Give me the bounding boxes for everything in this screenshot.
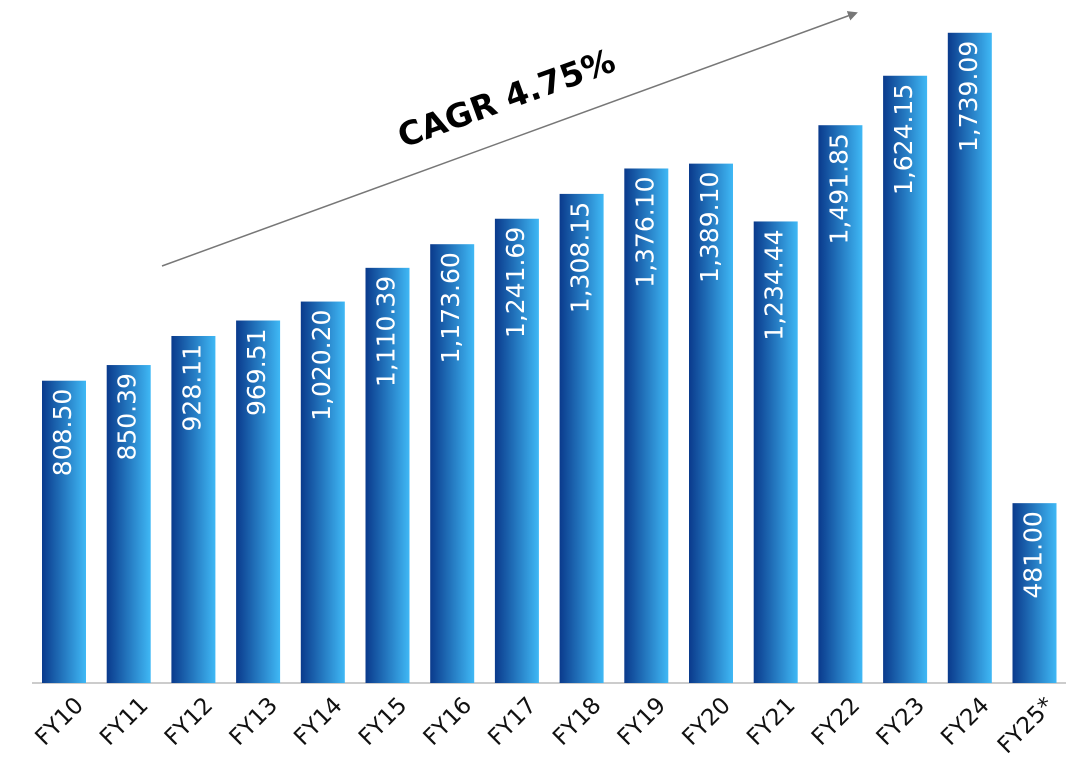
bar	[494, 218, 539, 683]
x-tick-label: FY11	[95, 692, 153, 750]
x-tick-label: FY21	[742, 692, 800, 750]
x-tick-label: FY20	[677, 692, 735, 750]
bar	[947, 32, 992, 684]
x-tick-label: FY25*	[993, 692, 1060, 759]
bar	[883, 75, 928, 684]
value-label: 1,376.10	[630, 176, 659, 287]
bar	[365, 267, 410, 683]
value-label: 1,241.69	[501, 227, 530, 338]
bar	[171, 335, 216, 683]
value-label: 928.11	[177, 344, 206, 431]
value-label: 1,739.09	[954, 41, 983, 152]
bar	[300, 301, 345, 683]
value-label: 969.51	[242, 329, 271, 416]
x-tick-label: FY23	[872, 692, 930, 750]
value-label: 850.39	[113, 373, 142, 460]
x-tick-label: FY19	[613, 692, 671, 750]
value-label: 1,491.85	[824, 133, 853, 244]
x-tick-label: FY18	[548, 692, 606, 750]
x-tick-label: FY12	[160, 692, 218, 750]
value-label: 1,389.10	[695, 172, 724, 283]
x-tick-label: FY13	[225, 692, 283, 750]
trend-arrow	[161, 11, 858, 267]
bar	[559, 193, 604, 683]
value-label: 1,624.15	[889, 84, 918, 195]
bar	[42, 380, 86, 683]
x-tick-label: FY15	[354, 692, 412, 750]
x-tick-label: FY22	[807, 692, 865, 750]
bar	[753, 221, 798, 683]
bar	[236, 320, 281, 683]
value-label: 1,308.15	[566, 202, 595, 313]
x-tick-label: FY10	[30, 692, 88, 750]
bar	[818, 125, 863, 683]
value-label: 1,110.39	[372, 276, 401, 387]
bar	[430, 244, 475, 684]
annotation: CAGR 4.75%	[392, 41, 620, 156]
bar	[689, 163, 733, 683]
value-label: 808.50	[48, 389, 77, 476]
x-tick-label: FY14	[289, 692, 347, 750]
x-tick-label: FY17	[483, 692, 541, 750]
value-label: 1,234.44	[760, 229, 789, 340]
bar	[624, 168, 669, 683]
x-tick-label: FY24	[936, 692, 994, 750]
x-tick-label: FY16	[419, 692, 477, 750]
bar	[1012, 503, 1057, 683]
bar	[106, 365, 151, 683]
value-label: 1,173.60	[436, 252, 465, 363]
value-label: 1,020.20	[307, 310, 336, 421]
value-label: 481.00	[1019, 511, 1048, 598]
